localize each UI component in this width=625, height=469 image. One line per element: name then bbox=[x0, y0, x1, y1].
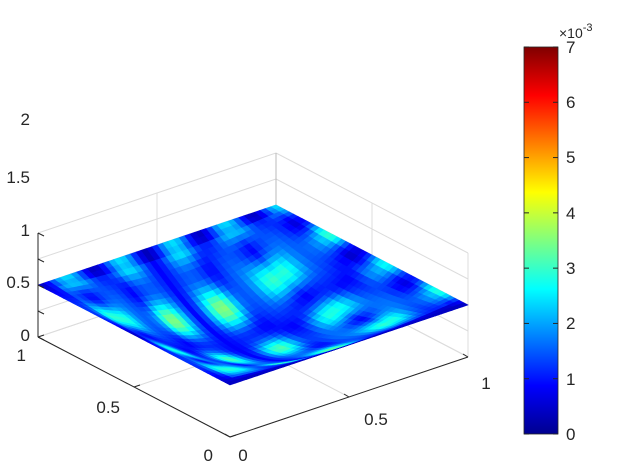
x-tick bbox=[343, 393, 350, 398]
colorbar bbox=[523, 46, 559, 435]
z-tick-label: 0 bbox=[21, 326, 30, 345]
colorbar-tick-label: 7 bbox=[566, 38, 575, 57]
axis-lines bbox=[37, 232, 469, 438]
z-tick-label: 2 bbox=[21, 110, 30, 129]
z-tick-label: 1.5 bbox=[6, 168, 30, 187]
z-tick bbox=[37, 232, 45, 237]
y-tick-label: 1 bbox=[17, 346, 26, 365]
y-tick bbox=[37, 334, 45, 338]
y-tick-label: 0.5 bbox=[96, 398, 120, 417]
colorbar-tick-label: 4 bbox=[566, 204, 575, 223]
z-tick-label: 1 bbox=[21, 221, 30, 240]
x-tick-label: 1 bbox=[481, 374, 490, 393]
z-tick bbox=[37, 310, 45, 315]
colorbar-exponent-base: ×10 bbox=[559, 25, 583, 41]
x-tick-label: 0.5 bbox=[364, 410, 388, 429]
colorbar-exponent-power: -3 bbox=[583, 22, 593, 34]
z-tick bbox=[37, 336, 45, 341]
x-tick bbox=[224, 433, 231, 438]
z-tick bbox=[37, 284, 45, 289]
colorbar-ticks bbox=[524, 46, 558, 435]
colorbar-exponent: ×10-3 bbox=[559, 22, 593, 41]
y-tick bbox=[229, 434, 237, 438]
colorbar-tick-label: 0 bbox=[566, 425, 575, 444]
surface-plot bbox=[37, 204, 469, 386]
colorbar-tick-label: 6 bbox=[566, 93, 575, 112]
colorbar-tick-label: 2 bbox=[566, 314, 575, 333]
colorbar-tick-label: 1 bbox=[566, 370, 575, 389]
z-tick bbox=[37, 258, 45, 263]
colorbar-tick-label: 3 bbox=[566, 259, 575, 278]
z-tick-label: 0.5 bbox=[6, 273, 30, 292]
y-tick bbox=[133, 384, 141, 388]
y-tick-label: 0 bbox=[204, 446, 213, 465]
x-tick-label: 0 bbox=[238, 446, 247, 465]
surface-patch bbox=[224, 380, 237, 386]
x-tick bbox=[462, 353, 469, 358]
colorbar-tick-label: 5 bbox=[566, 148, 575, 167]
